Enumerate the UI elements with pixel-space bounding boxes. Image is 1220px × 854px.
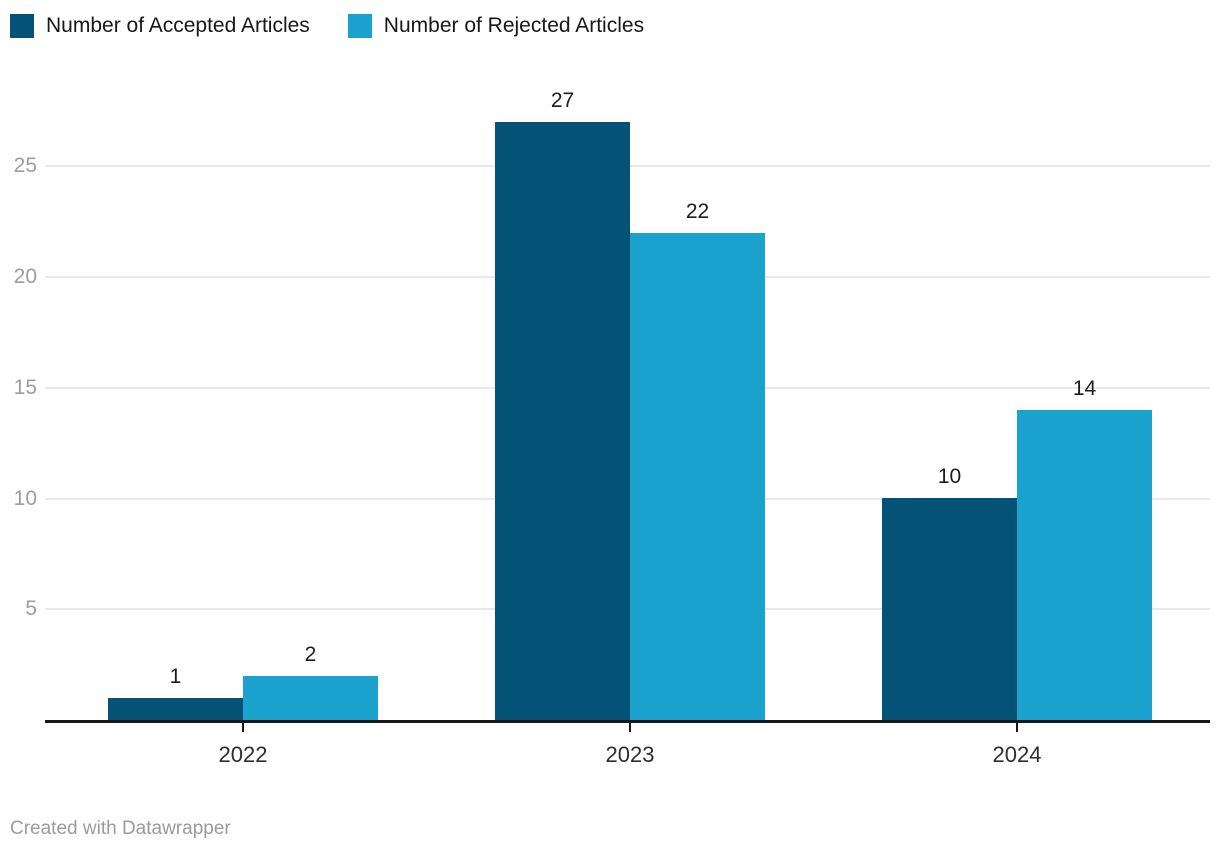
- bar-value-label: 27: [550, 89, 575, 112]
- bar-rejected-2022[interactable]: [243, 676, 378, 720]
- y-axis-tick-label: 10: [13, 486, 37, 510]
- bar-value-label: 10: [937, 465, 962, 488]
- legend-label: Number of Rejected Articles: [383, 14, 645, 37]
- bar-accepted-2022[interactable]: [108, 698, 243, 720]
- bar-accepted-2024[interactable]: [882, 498, 1017, 720]
- x-axis-tick: [629, 722, 631, 732]
- legend-swatch-icon: [10, 14, 34, 38]
- legend-swatch-icon: [347, 14, 372, 38]
- datawrapper-credit-link[interactable]: Created with Datawrapper: [10, 818, 231, 839]
- bar-rejected-2024[interactable]: [1017, 410, 1152, 720]
- y-axis-tick-label: 15: [13, 375, 37, 399]
- legend-item: Number of Rejected Articles: [347, 14, 645, 38]
- legend-label: Number of Accepted Articles: [46, 14, 310, 37]
- legend-item: Number of Accepted Articles: [10, 14, 310, 38]
- bar-value-label: 1: [169, 665, 182, 688]
- bar-value-label: 2: [304, 643, 317, 666]
- bar-accepted-2023[interactable]: [495, 122, 630, 720]
- bar-value-label: 22: [685, 200, 710, 223]
- y-axis-tick-label: 25: [13, 154, 37, 178]
- bar-value-label: 14: [1072, 377, 1097, 400]
- x-axis-label: 2024: [992, 742, 1042, 767]
- chart-legend: Number of Accepted Articles Number of Rej…: [10, 14, 644, 38]
- y-axis-tick-label: 5: [25, 597, 37, 621]
- x-axis-line: [45, 720, 1210, 723]
- x-axis-label: 2023: [605, 742, 655, 767]
- y-axis-tick-label: 20: [13, 265, 37, 288]
- x-axis-label: 2022: [218, 742, 268, 767]
- x-axis-tick: [1016, 722, 1018, 732]
- bar-rejected-2023[interactable]: [630, 233, 765, 720]
- x-axis-tick: [242, 722, 244, 732]
